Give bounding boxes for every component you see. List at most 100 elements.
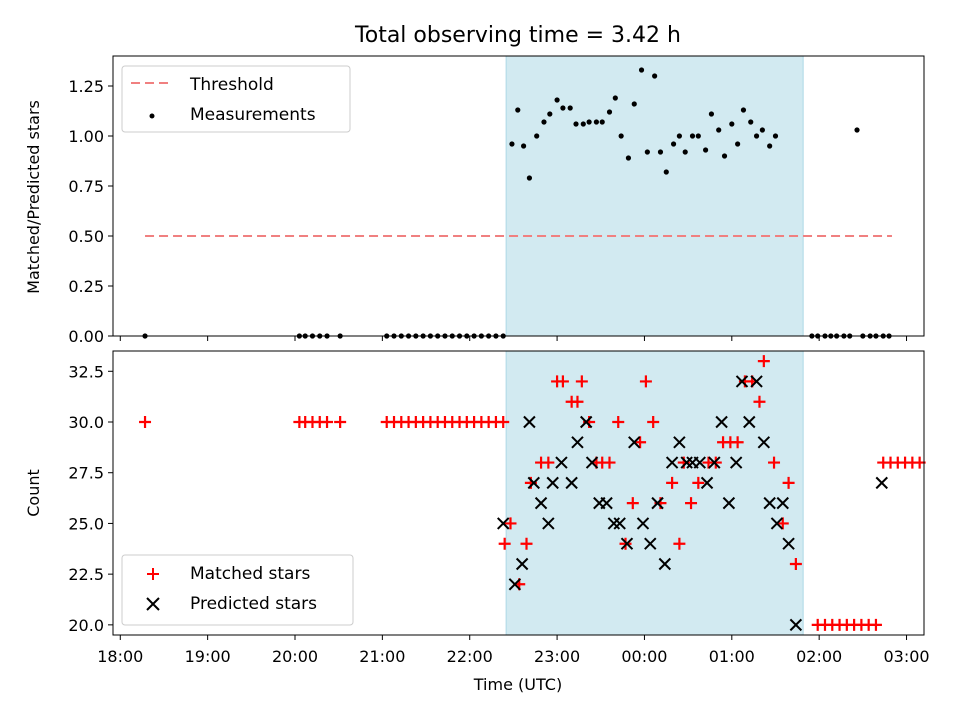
predicted-star-marker [620, 537, 634, 550]
bottom-y-label: Count [24, 469, 43, 517]
matched-star-marker [768, 456, 781, 469]
measurement-point [593, 119, 599, 125]
measurement-point [772, 133, 779, 139]
measurement-point [631, 101, 637, 107]
measurement-point [573, 121, 579, 127]
measurement-point [509, 141, 515, 147]
predicted-star-marker [600, 496, 613, 510]
legend-measurement-label: Measurements [190, 105, 316, 125]
top-y-tick-label: 0.75 [68, 177, 104, 196]
predicted-star-marker [673, 436, 686, 449]
matched-star-marker [782, 476, 795, 489]
predicted-star-marker [585, 456, 599, 469]
predicted-star-marker [534, 496, 548, 510]
predicted-star-marker [658, 557, 672, 571]
matched-star-marker [571, 395, 584, 408]
measurement-point [652, 73, 658, 79]
predicted-star-marker [782, 537, 795, 550]
matched-star-marker [692, 476, 705, 489]
measurement-point [663, 169, 669, 175]
predicted-star-marker [875, 476, 888, 490]
measurement-point [599, 119, 605, 125]
matched-star-marker [626, 497, 639, 510]
bottom-x-tick-label: 18:00 [97, 647, 143, 666]
legend-matched-label: Matched stars [190, 564, 310, 584]
top-y-tick-label: 0.00 [68, 327, 104, 346]
predicted-star-marker [757, 436, 771, 449]
matched-star-marker [709, 456, 722, 469]
measurement-point [729, 121, 735, 127]
predicted-star-marker [722, 496, 736, 510]
matched-star-marker [673, 537, 686, 550]
measurement-point [606, 109, 613, 115]
matched-star-marker [869, 618, 882, 631]
bottom-y-tick-label: 27.5 [68, 464, 104, 483]
measurement-point [612, 95, 618, 101]
predicted-star-marker [607, 517, 621, 530]
measurement-point [638, 67, 645, 73]
bottom-y-tick-label: 22.5 [68, 565, 104, 584]
bottom-x-label: Time (UTC) [473, 675, 562, 694]
measurement-point [740, 107, 747, 113]
measurement-point [560, 105, 566, 111]
matched-star-marker [334, 416, 347, 428]
matched-star-marker [639, 375, 652, 388]
measurement-point [748, 119, 754, 125]
top-axes-frame [112, 55, 925, 337]
predicted-star-points [497, 375, 888, 632]
matched-star-marker [498, 537, 511, 550]
predicted-star-marker [750, 375, 763, 388]
predicted-star-marker [527, 476, 540, 490]
bottom-shaded-span [505, 350, 804, 636]
bottom-x-axis: 18:00 19:00 20:00 21:00 22:00 23:00 00:00 01:00… [97, 635, 930, 666]
chart-title: Total observing time = 3.42 h [354, 23, 681, 48]
predicted-star-marker [763, 496, 776, 510]
bottom-legend: Matched stars Predicted stars [121, 554, 354, 626]
predicted-star-marker [571, 436, 584, 449]
bottom-x-tick-label: 02:00 [796, 647, 842, 666]
measurement-point [547, 111, 553, 117]
matched-star-marker [556, 375, 569, 388]
matched-star-marker [497, 416, 510, 428]
matched-star-marker [789, 558, 802, 570]
predicted-star-marker [644, 537, 657, 550]
bottom-axes-frame [112, 350, 925, 636]
measurement-point [526, 175, 533, 181]
matched-star-marker [685, 497, 698, 510]
matched-star-marker [139, 416, 152, 428]
matched-star-marker [619, 537, 632, 550]
predicted-star-marker [776, 496, 789, 510]
predicted-star-marker [579, 415, 593, 429]
matched-star-marker [647, 416, 660, 428]
top-y-axis: 0.00 0.25 0.50 0.75 1.00 1.25 [68, 77, 113, 346]
top-y-tick-label: 1.25 [68, 77, 104, 96]
measurement-point [657, 149, 664, 155]
measurement-point [716, 127, 722, 133]
predicted-star-marker [565, 476, 578, 490]
legend-threshold-label: Threshold [189, 75, 274, 95]
top-y-tick-label: 1.00 [68, 127, 104, 146]
measurement-point [708, 111, 715, 117]
top-x-ticks [119, 336, 908, 341]
measurement-point [515, 107, 521, 113]
matched-star-marker [757, 355, 770, 368]
predicted-star-marker [735, 375, 749, 388]
measurement-point [554, 97, 560, 103]
predicted-star-marker [508, 578, 522, 591]
predicted-star-marker [555, 456, 568, 469]
bottom-y-axis: 20.0 22.5 25.0 27.5 30.0 32.5 [68, 362, 113, 635]
predicted-star-marker [613, 517, 626, 530]
bottom-x-tick-label: 23:00 [534, 647, 580, 666]
predicted-star-marker [789, 618, 803, 632]
predicted-star-marker [636, 517, 650, 530]
matched-star-marker [666, 476, 679, 489]
predicted-star-marker [680, 456, 693, 469]
legend-matched-swatch [147, 568, 159, 580]
measurement-point [618, 133, 624, 139]
measurement-point [767, 143, 773, 149]
legend-measurement-swatch [149, 113, 155, 119]
measurement-point [759, 127, 765, 133]
bottom-y-tick-label: 20.0 [68, 616, 104, 635]
predicted-star-marker [743, 415, 756, 429]
top-legend-box [121, 65, 351, 133]
